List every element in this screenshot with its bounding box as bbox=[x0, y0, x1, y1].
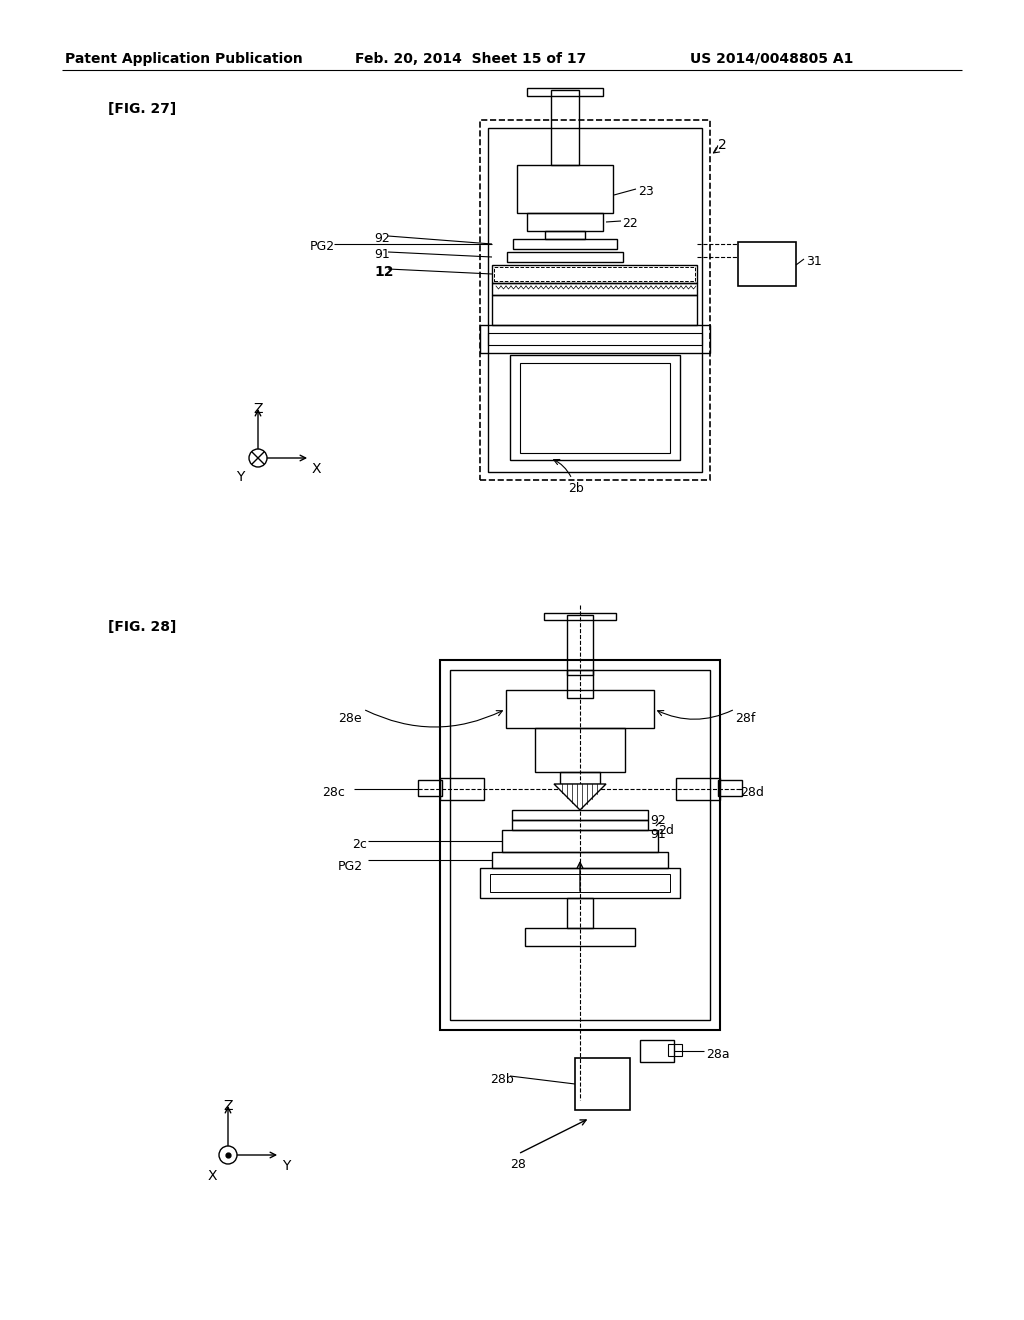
Bar bbox=[512, 820, 648, 830]
Bar bbox=[575, 1059, 630, 1110]
Bar bbox=[488, 333, 702, 345]
Text: X: X bbox=[312, 462, 322, 477]
Bar bbox=[494, 267, 695, 281]
Text: Z: Z bbox=[253, 403, 262, 416]
Bar bbox=[492, 265, 697, 282]
Text: Patent Application Publication: Patent Application Publication bbox=[65, 51, 303, 66]
Text: 92: 92 bbox=[650, 814, 666, 828]
Bar bbox=[517, 165, 613, 213]
Text: 91: 91 bbox=[374, 248, 390, 261]
Text: Feb. 20, 2014  Sheet 15 of 17: Feb. 20, 2014 Sheet 15 of 17 bbox=[355, 51, 587, 66]
Circle shape bbox=[219, 1146, 237, 1164]
Bar bbox=[527, 88, 603, 96]
Bar bbox=[640, 1040, 674, 1063]
Bar bbox=[545, 231, 585, 239]
Text: 28a: 28a bbox=[706, 1048, 730, 1061]
Text: 28e: 28e bbox=[338, 711, 361, 725]
Bar bbox=[490, 874, 670, 892]
Bar bbox=[492, 294, 697, 325]
Bar bbox=[488, 128, 702, 473]
Bar bbox=[510, 355, 680, 459]
Bar bbox=[551, 90, 579, 165]
Text: X: X bbox=[208, 1170, 217, 1183]
Bar bbox=[567, 671, 593, 698]
Text: [FIG. 28]: [FIG. 28] bbox=[108, 620, 176, 634]
Bar bbox=[440, 777, 484, 800]
Text: 12: 12 bbox=[374, 265, 393, 279]
Text: PG2: PG2 bbox=[338, 861, 364, 873]
Bar bbox=[480, 325, 710, 352]
Bar bbox=[507, 252, 623, 261]
Bar bbox=[676, 777, 720, 800]
Bar bbox=[527, 213, 603, 231]
Text: 31: 31 bbox=[806, 255, 821, 268]
Bar bbox=[492, 851, 668, 869]
Text: 91: 91 bbox=[650, 828, 666, 841]
Bar bbox=[492, 282, 697, 294]
Bar bbox=[502, 830, 658, 851]
Bar bbox=[480, 869, 680, 898]
Bar bbox=[738, 242, 796, 286]
Bar bbox=[567, 898, 593, 928]
Bar bbox=[440, 660, 720, 1030]
Text: 28d: 28d bbox=[740, 785, 764, 799]
Text: US 2014/0048805 A1: US 2014/0048805 A1 bbox=[690, 51, 853, 66]
Bar bbox=[544, 612, 616, 620]
Bar bbox=[480, 120, 710, 480]
Text: 2: 2 bbox=[718, 139, 727, 152]
Bar bbox=[520, 363, 670, 453]
Bar bbox=[535, 729, 625, 772]
Bar bbox=[506, 690, 654, 729]
Bar bbox=[513, 239, 617, 249]
Polygon shape bbox=[554, 784, 606, 810]
Text: 2b: 2b bbox=[568, 482, 584, 495]
Bar bbox=[560, 772, 600, 784]
Bar bbox=[718, 780, 742, 796]
Text: 2c: 2c bbox=[352, 838, 367, 851]
Text: [FIG. 27]: [FIG. 27] bbox=[108, 102, 176, 116]
Text: PG2: PG2 bbox=[310, 240, 335, 253]
Bar bbox=[567, 615, 593, 675]
Text: 92: 92 bbox=[374, 232, 390, 246]
Text: 2d: 2d bbox=[658, 824, 674, 837]
Text: 28: 28 bbox=[510, 1158, 526, 1171]
Text: Y: Y bbox=[236, 470, 245, 484]
Text: 22: 22 bbox=[622, 216, 638, 230]
Text: Z: Z bbox=[223, 1100, 232, 1113]
Bar bbox=[668, 1044, 682, 1056]
Bar bbox=[418, 780, 442, 796]
Bar bbox=[525, 928, 635, 946]
Bar bbox=[450, 671, 710, 1020]
Text: Y: Y bbox=[282, 1159, 291, 1173]
Text: 28c: 28c bbox=[322, 785, 345, 799]
Text: 23: 23 bbox=[638, 185, 653, 198]
Bar bbox=[512, 810, 648, 820]
Text: 28f: 28f bbox=[735, 711, 756, 725]
Circle shape bbox=[249, 449, 267, 467]
Text: 28b: 28b bbox=[490, 1073, 514, 1086]
